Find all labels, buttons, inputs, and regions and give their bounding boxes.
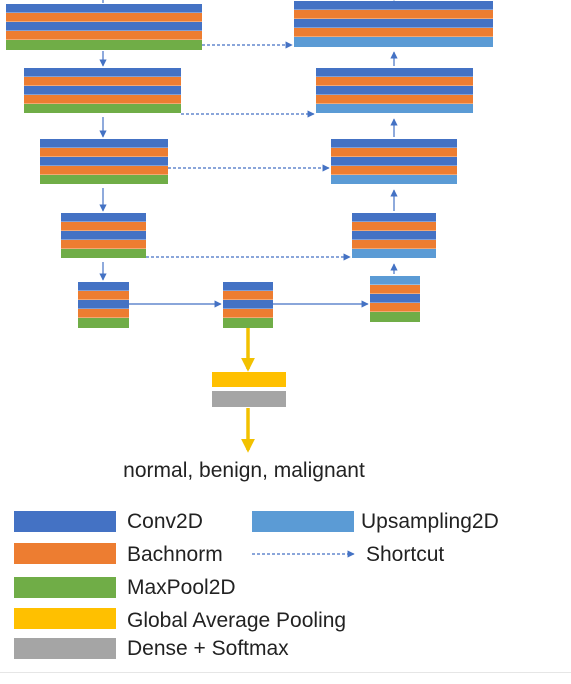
batchnorm-layer — [6, 13, 202, 22]
legend-label-gap: Global Average Pooling — [127, 609, 346, 632]
upsampling-layer — [370, 276, 420, 285]
decoder-block-5 — [370, 276, 420, 322]
batchnorm-layer — [78, 309, 129, 318]
batchnorm-layer — [40, 166, 168, 175]
bottleneck-block — [223, 282, 273, 328]
maxpool-layer — [61, 249, 146, 258]
conv-layer — [352, 213, 436, 222]
batchnorm-layer — [331, 166, 457, 175]
conv-layer — [294, 1, 493, 10]
conv-layer — [370, 294, 420, 303]
conv-layer — [223, 300, 273, 309]
maxpool-layer — [370, 312, 420, 322]
legend-swatch-gap — [14, 608, 116, 629]
maxpool-layer — [78, 318, 129, 328]
dense-softmax-block — [212, 391, 286, 407]
encoder-block-1 — [6, 4, 202, 50]
upsampling-layer — [352, 249, 436, 258]
conv-layer — [223, 282, 273, 291]
maxpool-layer — [6, 40, 202, 50]
upsampling-layer — [331, 175, 457, 184]
conv-layer — [24, 86, 181, 95]
conv-layer — [294, 19, 493, 28]
legend-label-conv2d: Conv2D — [127, 510, 203, 533]
legend-label-shortcut: Shortcut — [366, 543, 444, 566]
maxpool-layer — [223, 318, 273, 328]
legend-swatch-upsampling2d — [252, 511, 354, 532]
legend-swatch-conv2d — [14, 511, 116, 532]
output-label: normal, benign, malignant — [123, 459, 365, 482]
batchnorm-layer — [294, 10, 493, 19]
batchnorm-layer — [352, 222, 436, 231]
batchnorm-layer — [331, 148, 457, 157]
legend-label-dense: Dense + Softmax — [127, 637, 289, 660]
maxpool-layer — [40, 175, 168, 184]
batchnorm-layer — [294, 28, 493, 37]
decoder-block-1 — [294, 1, 493, 47]
encoder-block-5 — [78, 282, 129, 328]
conv-layer — [40, 139, 168, 148]
upsampling-layer — [294, 37, 493, 47]
batchnorm-layer — [24, 77, 181, 86]
legend-label-maxpool2d: MaxPool2D — [127, 576, 236, 599]
batchnorm-layer — [223, 309, 273, 318]
connectors — [99, 0, 398, 453]
batchnorm-layer — [24, 95, 181, 104]
batchnorm-layer — [370, 303, 420, 312]
legend-label-batchnorm: Bachnorm — [127, 543, 223, 566]
legend: Conv2D Bachnorm MaxPool2D Global Average… — [14, 510, 499, 660]
conv-layer — [78, 282, 129, 291]
conv-layer — [78, 300, 129, 309]
conv-layer — [6, 4, 202, 13]
decoder-block-2 — [316, 68, 473, 113]
conv-layer — [352, 231, 436, 240]
batchnorm-layer — [316, 77, 473, 86]
batchnorm-layer — [223, 291, 273, 300]
batchnorm-layer — [352, 240, 436, 249]
conv-layer — [61, 231, 146, 240]
conv-layer — [40, 157, 168, 166]
encoder-block-4 — [61, 213, 146, 258]
conv-layer — [61, 213, 146, 222]
legend-swatch-maxpool2d — [14, 577, 116, 598]
encoder-block-2 — [24, 68, 181, 113]
batchnorm-layer — [61, 222, 146, 231]
batchnorm-layer — [6, 31, 202, 40]
upsampling-layer — [316, 104, 473, 113]
maxpool-layer — [24, 104, 181, 113]
layer-blocks — [6, 1, 493, 407]
bottom-divider — [0, 672, 571, 673]
conv-layer — [331, 139, 457, 148]
conv-layer — [331, 157, 457, 166]
decoder-block-3 — [331, 139, 457, 184]
conv-layer — [316, 68, 473, 77]
legend-swatch-batchnorm — [14, 543, 116, 564]
global-average-pooling-block — [212, 372, 286, 387]
conv-layer — [316, 86, 473, 95]
batchnorm-layer — [370, 285, 420, 294]
batchnorm-layer — [316, 95, 473, 104]
batchnorm-layer — [78, 291, 129, 300]
batchnorm-layer — [40, 148, 168, 157]
conv-layer — [6, 22, 202, 31]
legend-label-upsampling2d: Upsampling2D — [361, 510, 499, 533]
encoder-block-3 — [40, 139, 168, 184]
legend-swatch-dense — [14, 638, 116, 659]
batchnorm-layer — [61, 240, 146, 249]
conv-layer — [24, 68, 181, 77]
decoder-block-4 — [352, 213, 436, 258]
